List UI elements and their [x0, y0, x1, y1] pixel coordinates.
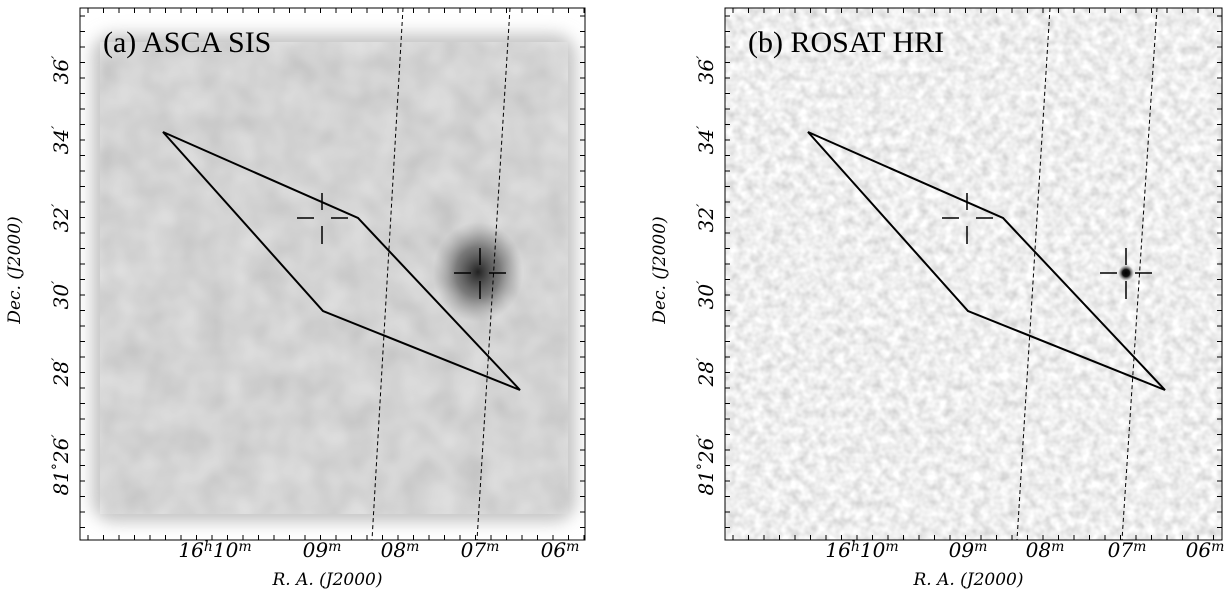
- x-axis-label: R. A. (J2000): [912, 570, 1023, 590]
- image-a: [80, 8, 585, 540]
- frame: [724, 7, 1223, 541]
- x-tick-label: 07m: [1108, 538, 1147, 562]
- label-part: 32: [49, 207, 73, 232]
- y-tick-label: 32′: [49, 203, 73, 232]
- region: [162, 131, 521, 391]
- label-part: 10: [860, 538, 886, 562]
- y-tick-label: 34′: [49, 125, 73, 154]
- label-part: 07: [1108, 538, 1134, 562]
- panel-title: (b) ROSAT HRI: [748, 26, 944, 59]
- superscript: h: [851, 539, 860, 555]
- label-part: 32: [694, 207, 718, 232]
- y-tick-label: 30′: [49, 280, 73, 309]
- superscript: ′: [50, 203, 66, 207]
- superscript: °: [695, 463, 711, 470]
- label-part: 09: [303, 538, 329, 562]
- y-tick-label: 36′: [694, 55, 718, 84]
- superscript: ′: [695, 357, 711, 361]
- x-tick-label: 16h10m: [178, 538, 251, 562]
- label-part: 36: [694, 59, 718, 85]
- x-axis-label: R. A. (J2000): [271, 570, 382, 590]
- superscript: m: [1051, 539, 1064, 555]
- label-part: 16: [178, 538, 204, 562]
- y-tick-label: 28′: [694, 357, 718, 387]
- fov: [371, 7, 511, 541]
- x-tick-label: 08m: [1026, 538, 1065, 562]
- y-tick-label: 28′: [49, 357, 73, 387]
- label-part: 06: [541, 538, 567, 562]
- y-axis-label: Dec. (J2000): [650, 216, 670, 324]
- crosshair: [297, 193, 506, 299]
- x-tick-label: 09m: [303, 538, 342, 562]
- superscript: m: [238, 539, 251, 555]
- superscript: m: [1211, 539, 1224, 555]
- crosshair: [942, 193, 1152, 299]
- superscript: ′: [50, 55, 66, 59]
- superscript: ′: [695, 125, 711, 129]
- label-part: 81: [694, 470, 718, 495]
- fov: [1016, 7, 1158, 541]
- label-part: 16: [825, 538, 851, 562]
- label-part: 07: [461, 538, 487, 562]
- label-part: 08: [1026, 538, 1051, 562]
- label-part: 26: [49, 437, 73, 464]
- superscript: h: [204, 539, 213, 555]
- y-tick-label: 34′: [694, 125, 718, 154]
- frame: [79, 7, 586, 541]
- y-tick-label: 30′: [694, 280, 718, 309]
- superscript: m: [406, 539, 419, 555]
- superscript: ′: [695, 203, 711, 207]
- label-part: 30: [694, 284, 718, 310]
- panel-title: (a) ASCA SIS: [103, 26, 271, 59]
- label-part: 26: [694, 437, 718, 464]
- superscript: m: [885, 539, 898, 555]
- superscript: ′: [695, 55, 711, 59]
- y-tick-label: 32′: [694, 203, 718, 232]
- x-tick-label: 07m: [461, 538, 500, 562]
- x-tick-label: 08m: [381, 538, 420, 562]
- label-part: 06: [1186, 538, 1212, 562]
- superscript: ′: [695, 280, 711, 284]
- label-part: 08: [381, 538, 406, 562]
- superscript: m: [566, 539, 579, 555]
- superscript: ′: [50, 125, 66, 129]
- superscript: ′: [695, 434, 711, 438]
- superscript: m: [486, 539, 499, 555]
- superscript: ′: [50, 434, 66, 438]
- label-part: 28: [49, 361, 73, 387]
- x-tick-label: 16h10m: [825, 538, 898, 562]
- y-tick-label: 81°26′: [49, 434, 73, 496]
- superscript: m: [1133, 539, 1146, 555]
- superscript: m: [328, 539, 341, 555]
- image-b: [725, 8, 1222, 540]
- x-tick-label: 06m: [1186, 538, 1225, 562]
- y-axis-label: Dec. (J2000): [5, 216, 25, 324]
- label-part: 34: [694, 129, 718, 154]
- superscript: °: [50, 463, 66, 470]
- label-part: 36: [49, 59, 73, 85]
- label-part: 10: [213, 538, 239, 562]
- x-tick-label: 06m: [541, 538, 580, 562]
- region: [807, 131, 1166, 391]
- label-part: 81: [49, 470, 73, 495]
- y-tick-label: 36′: [49, 55, 73, 84]
- superscript: ′: [50, 357, 66, 361]
- label-part: 28: [694, 361, 718, 387]
- superscript: m: [974, 539, 987, 555]
- label-part: 30: [49, 284, 73, 310]
- superscript: ′: [50, 280, 66, 284]
- y-tick-label: 81°26′: [694, 434, 718, 496]
- label-part: 09: [949, 538, 975, 562]
- label-part: 34: [49, 129, 73, 154]
- x-tick-label: 09m: [949, 538, 988, 562]
